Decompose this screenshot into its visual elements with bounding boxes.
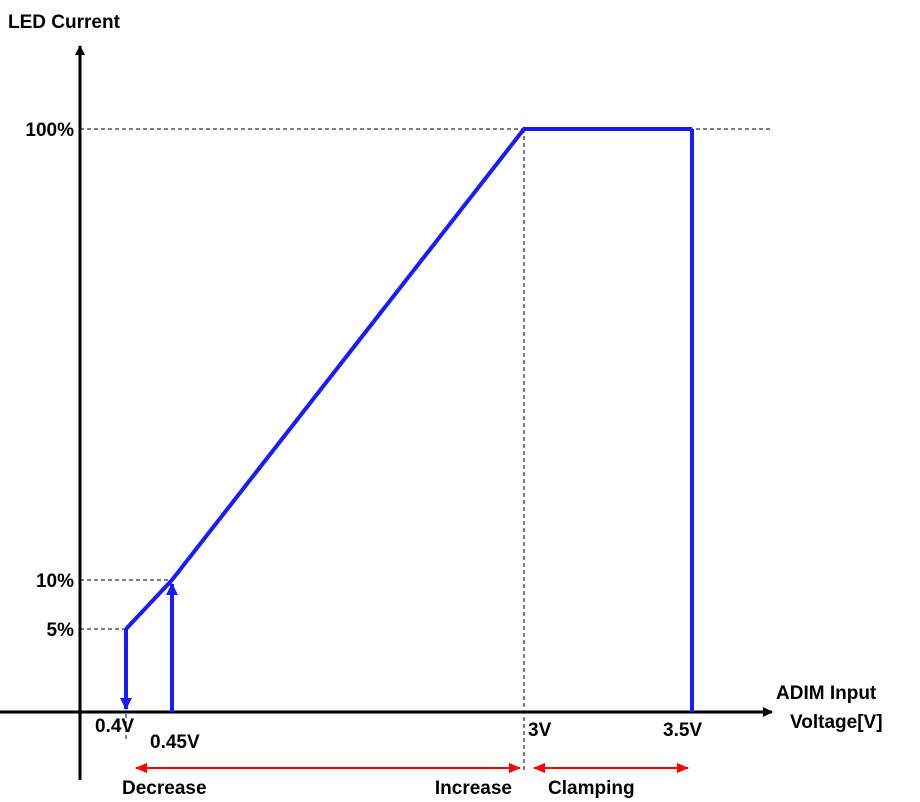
x-tick-label: 3V [528, 720, 552, 741]
y-axis-label: LED Current [8, 12, 121, 33]
x-axis-label-line-2: Voltage[V] [790, 712, 883, 733]
region-label: Clamping [548, 778, 635, 799]
x-tick-label: 0.45V [150, 732, 200, 753]
y-tick-label: 100% [25, 120, 74, 141]
region-label: Increase [435, 778, 512, 799]
y-tick-label: 10% [36, 571, 74, 592]
x-tick-label: 0.4V [95, 716, 134, 737]
led-current-line [124, 127, 692, 631]
x-tick-label: 3.5V [663, 720, 702, 741]
y-tick-label: 5% [47, 620, 75, 641]
region-label: Decrease [122, 778, 207, 799]
x-axis-label-line-1: ADIM Input [776, 683, 877, 704]
